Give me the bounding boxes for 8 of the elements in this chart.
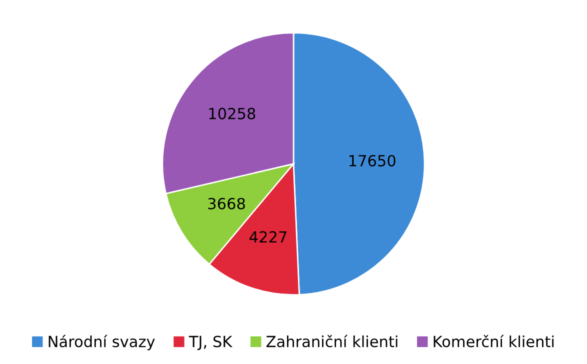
legend-label: Komerční klienti: [434, 334, 554, 348]
data-label: 3668: [208, 198, 245, 210]
legend-label: Národní svazy: [48, 334, 155, 350]
legend-label: TJ, SK: [188, 336, 232, 350]
data-label: 10258: [209, 108, 256, 120]
data-label: 4227: [250, 231, 286, 242]
legend-label: Zahraniční klienti: [266, 334, 398, 348]
data-label: 17650: [349, 154, 396, 166]
